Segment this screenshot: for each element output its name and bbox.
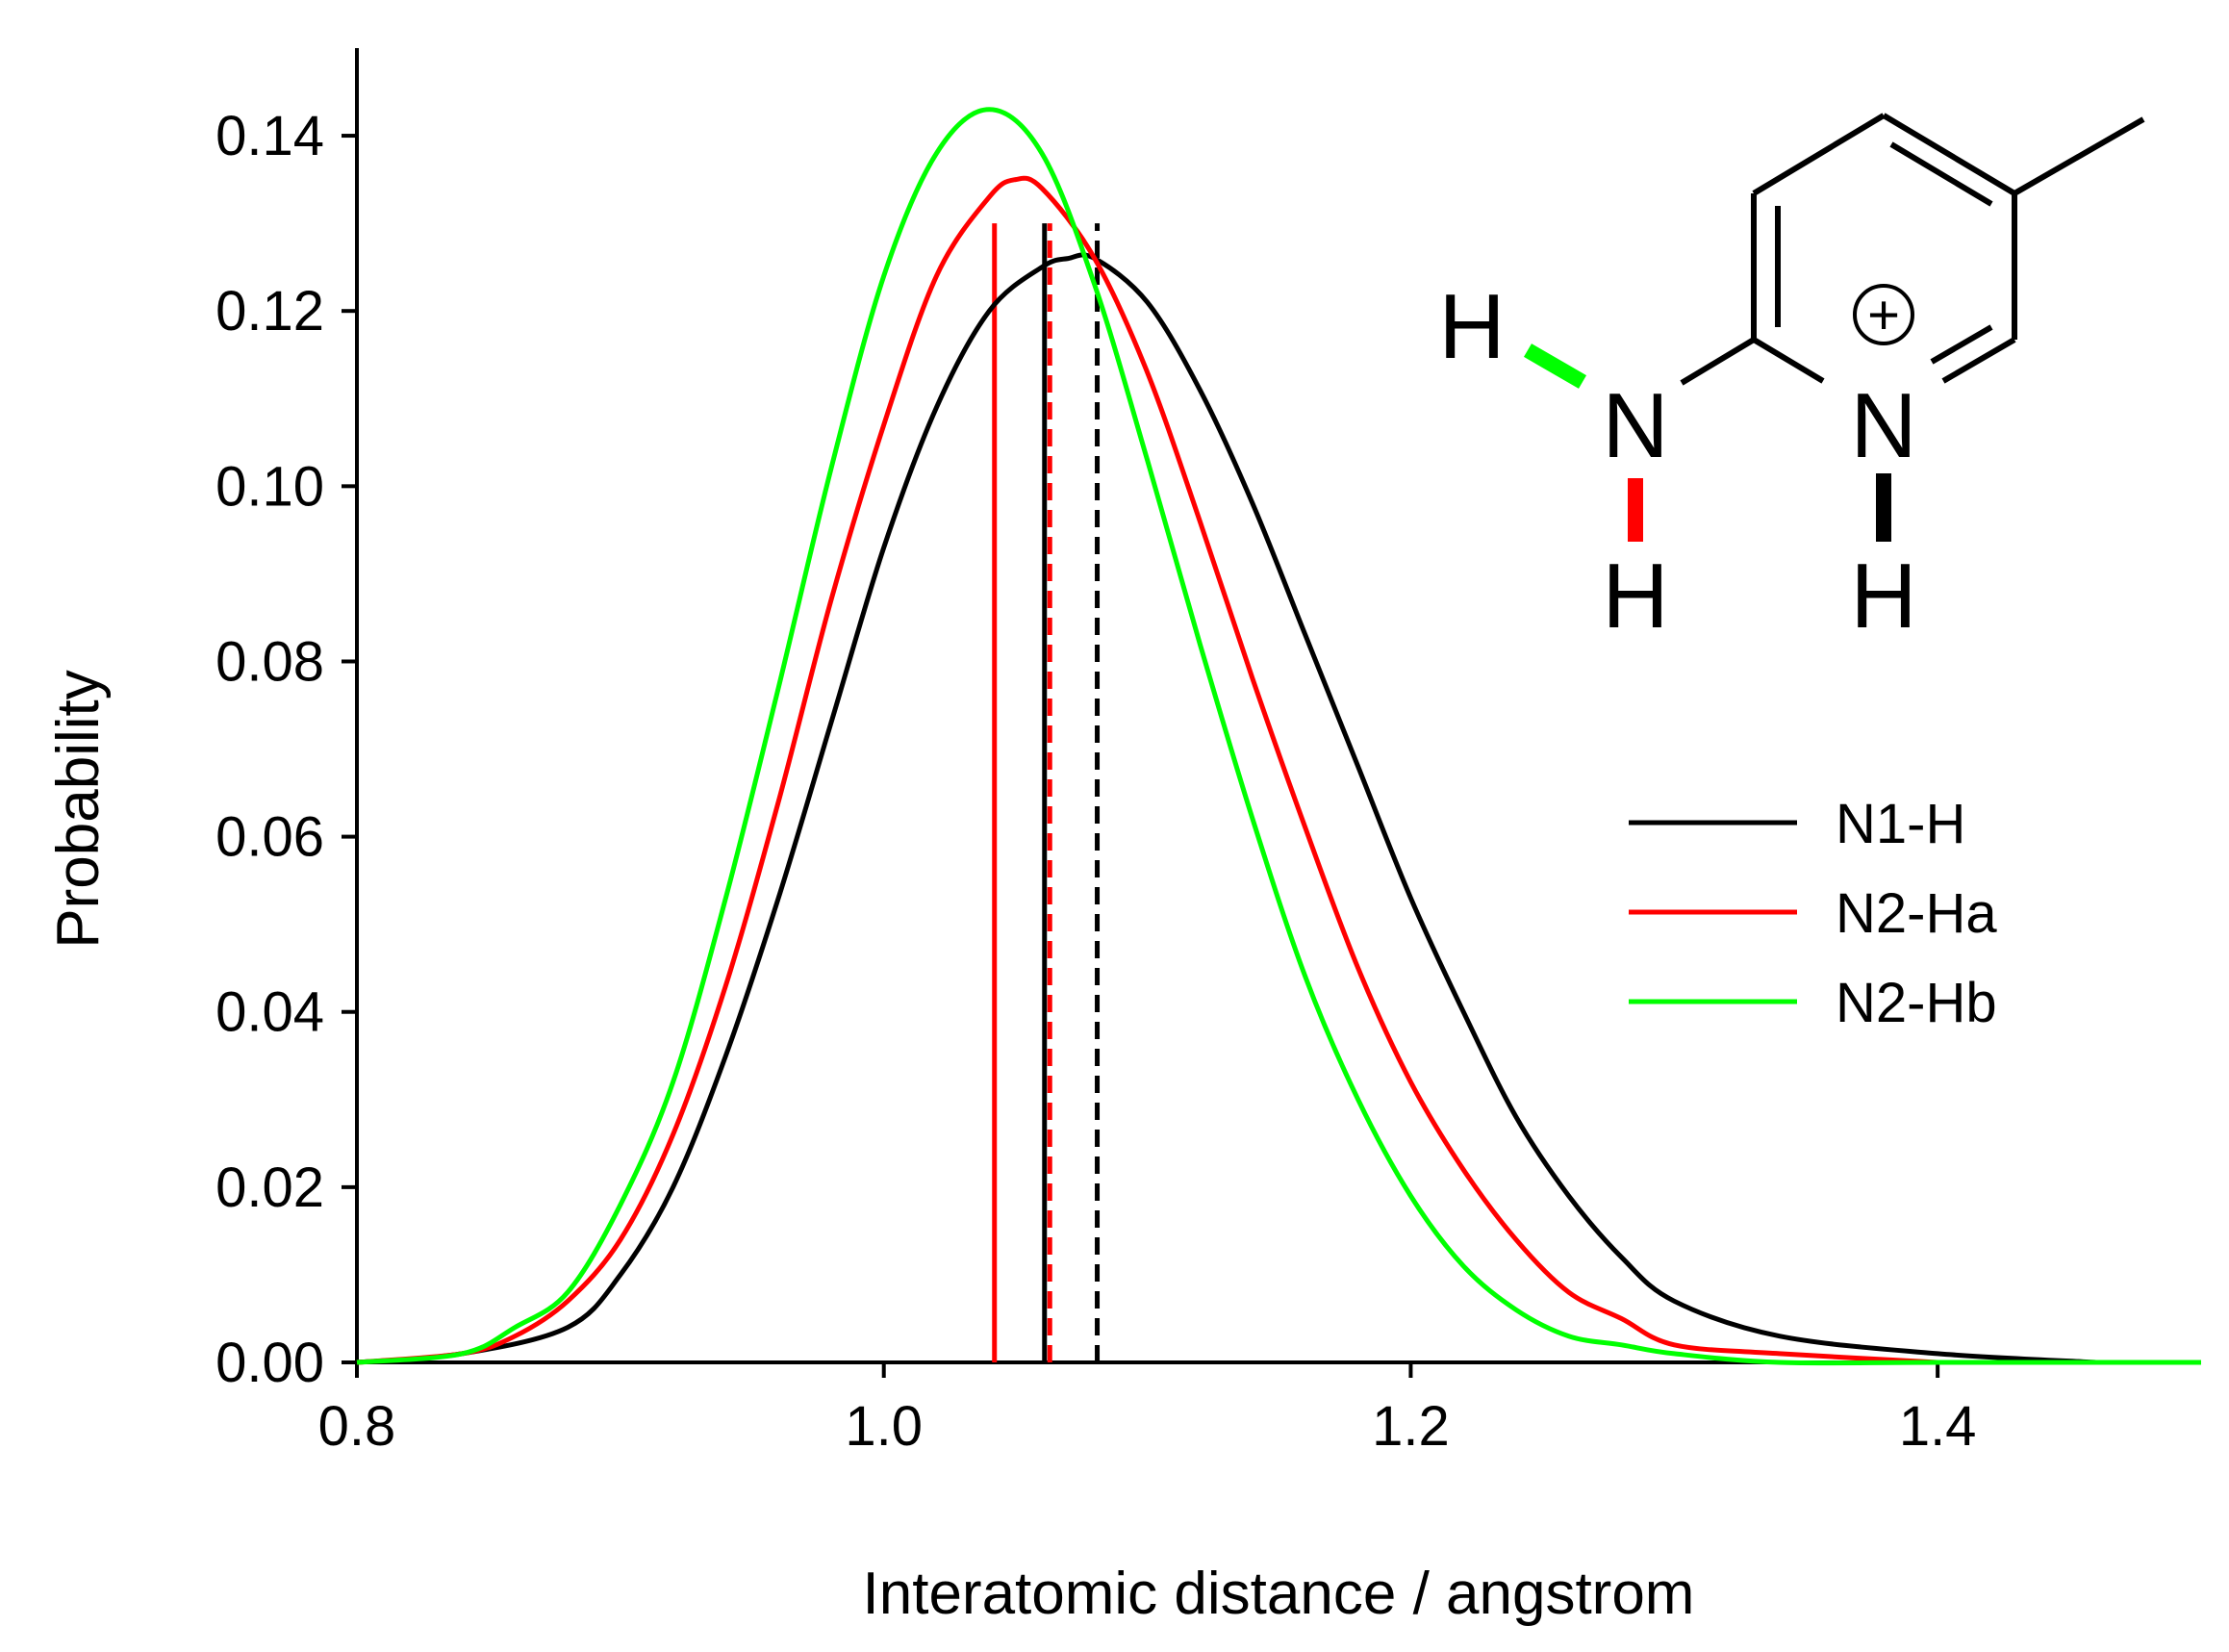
series-layer — [356, 107, 2201, 1366]
ring-bond-inner — [1930, 324, 1993, 365]
legend: N1-H N2-Ha N2-Hb — [1629, 793, 1997, 1034]
n-atom-amino: N — [1602, 374, 1668, 477]
y-tick-label: 0.14 — [215, 105, 324, 167]
ring-bond-inner — [1889, 141, 1993, 207]
x-tick-label: 1.0 — [845, 1395, 923, 1458]
ring-bond — [1752, 337, 1825, 384]
x-tick-label: 1.2 — [1372, 1395, 1450, 1458]
axes: 0.00 0.02 0.04 0.06 0.08 0.10 0.12 0.14 0.8 1.0 1.… — [215, 48, 2201, 1458]
series-line-n2-hb — [356, 107, 2201, 1366]
c-n-bond — [1680, 337, 1756, 386]
legend-label: N2-Ha — [1836, 882, 1997, 945]
y-tick-label: 0.10 — [215, 455, 324, 518]
methyl-bond — [2013, 116, 2145, 196]
ring-bond — [1882, 113, 2016, 196]
molecule-structure: H N H N H + — [1438, 113, 2145, 648]
h-atom-amino-bottom: H — [1602, 545, 1668, 648]
charge-sign: + — [1867, 284, 1900, 346]
series-line-n2-ha — [356, 175, 1938, 1365]
y-tick-label: 0.04 — [215, 981, 324, 1044]
legend-label: N2-Hb — [1836, 972, 1997, 1034]
mean-lines — [992, 223, 1101, 1362]
y-tick-label: 0.12 — [215, 280, 324, 343]
ring-bond — [1941, 337, 2016, 384]
y-tick-label: 0.06 — [215, 806, 324, 869]
h-atom-left: H — [1438, 275, 1505, 378]
charge-circle — [1853, 284, 1914, 345]
y-tick-label: 0.02 — [215, 1156, 324, 1219]
n-atom-ring: N — [1850, 374, 1916, 477]
h-atom-ring-bottom: H — [1850, 545, 1916, 648]
y-tick-label: 0.00 — [215, 1332, 324, 1394]
x-axis-title: Interatomic distance / angstrom — [863, 1561, 1695, 1627]
x-tick-label: 0.8 — [318, 1395, 396, 1458]
n2-hb-bond — [1523, 343, 1587, 389]
y-axis-title: Probability — [45, 670, 112, 948]
axis-titles: Interatomic distance / angstrom Probabil… — [45, 670, 1694, 1627]
legend-label: N1-H — [1836, 793, 1965, 855]
ring-bond — [1752, 113, 1886, 196]
y-tick-label: 0.08 — [215, 630, 324, 693]
x-tick-label: 1.4 — [1899, 1395, 1977, 1458]
series-line-n1-h — [356, 252, 2096, 1365]
